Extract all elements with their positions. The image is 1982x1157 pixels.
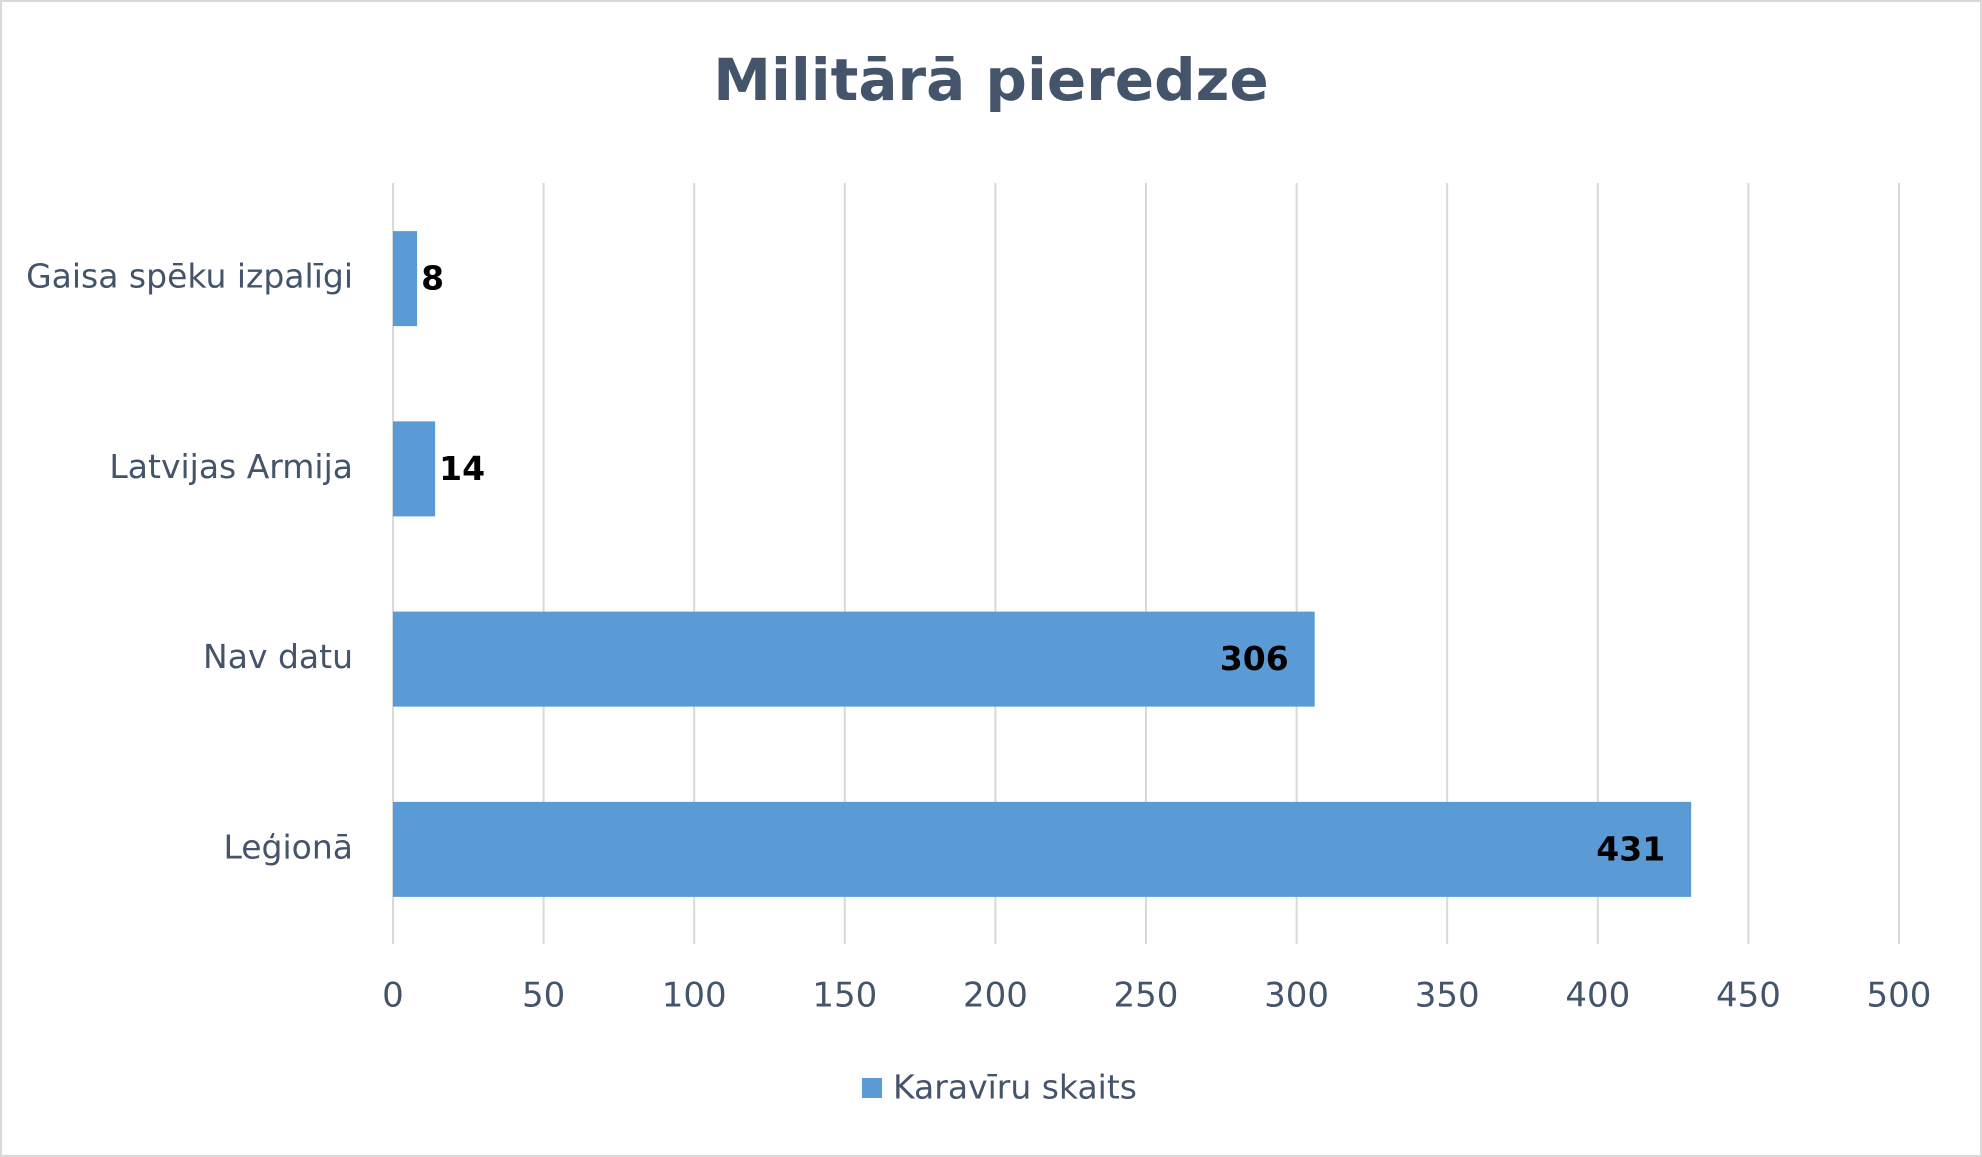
bar — [393, 421, 436, 517]
x-tick-label: 500 — [1867, 976, 1932, 1016]
x-tick-label: 350 — [1415, 976, 1480, 1016]
chart-title: Militārā pieredze — [713, 46, 1268, 114]
value-label: 8 — [421, 259, 444, 298]
value-label: 306 — [1220, 639, 1289, 678]
value-label: 14 — [439, 449, 485, 488]
x-tick-label: 300 — [1264, 976, 1329, 1016]
x-tick-label: 450 — [1716, 976, 1781, 1016]
x-tick-label: 0 — [382, 976, 404, 1016]
y-tick-label: Gaisa spēku izpalīgi — [26, 257, 353, 296]
legend-label: Karavīru skaits — [893, 1068, 1137, 1107]
bar — [393, 231, 418, 327]
value-label: 431 — [1596, 829, 1665, 868]
bar — [393, 611, 1315, 707]
x-tick-label: 250 — [1114, 976, 1179, 1016]
legend-swatch — [862, 1078, 882, 1098]
y-tick-label: Leģionā — [223, 827, 353, 866]
x-tick-label: 100 — [662, 976, 727, 1016]
bar — [393, 801, 1692, 897]
x-tick-label: 200 — [963, 976, 1028, 1016]
y-tick-label: Latvijas Armija — [109, 447, 353, 486]
x-tick-label: 400 — [1565, 976, 1630, 1016]
y-tick-label: Nav datu — [203, 637, 353, 676]
x-tick-label: 150 — [812, 976, 877, 1016]
x-tick-label: 50 — [522, 976, 565, 1016]
